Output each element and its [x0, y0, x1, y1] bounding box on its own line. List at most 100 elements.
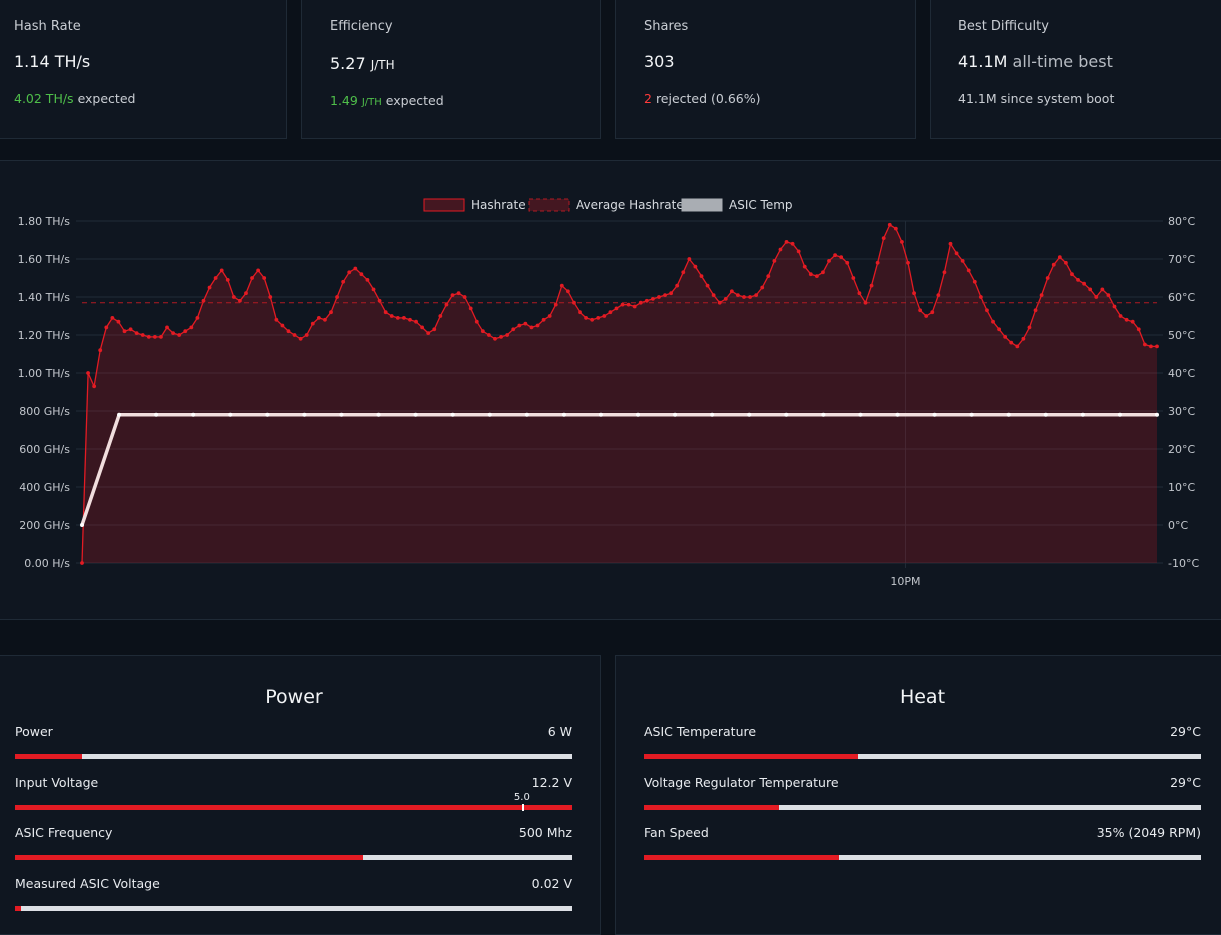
asic-temp-point	[117, 412, 122, 417]
hashrate-point	[675, 283, 680, 288]
hashrate-point	[359, 272, 364, 277]
shares-card: Shares 303 2 rejected (0.66%)	[615, 0, 916, 139]
power-progress-fill	[15, 855, 364, 861]
hashrate-point	[493, 336, 497, 341]
asic-temp-point	[598, 412, 603, 417]
shares-rejected-pct: (0.66%)	[711, 91, 761, 106]
hashrate-point	[310, 321, 315, 326]
hashrate-point	[1015, 344, 1020, 349]
shares-rejected-count: 2	[644, 91, 652, 106]
efficiency-card: Efficiency 5.27 J/TH 1.49 J/TH expected	[301, 0, 601, 139]
best-difficulty-value: 41.1M all-time best	[958, 52, 1113, 71]
x-tick-label: 10PM	[890, 575, 920, 588]
asic-temp-point	[673, 412, 678, 417]
hashrate-point	[772, 259, 777, 263]
hashrate-point	[183, 329, 188, 334]
hashrate-point	[1070, 272, 1074, 277]
hashrate-point	[960, 259, 965, 263]
efficiency-expected-label: expected	[385, 93, 444, 108]
legend-swatch	[423, 198, 465, 212]
hashrate-point	[657, 295, 661, 299]
asic-temp-point	[487, 412, 492, 417]
y-right-tick-label: 80°C	[1168, 215, 1195, 228]
hashrate-point	[134, 331, 139, 335]
heat-progress-fill	[644, 855, 839, 861]
hashrate-point	[1155, 344, 1159, 349]
asic-temp-point	[895, 412, 900, 417]
asic-temp-point	[858, 412, 863, 417]
hashrate-point	[298, 336, 303, 341]
hashrate-point	[766, 274, 771, 278]
hashrate-point	[742, 295, 746, 299]
best-difficulty-boot-label: since system boot	[1000, 91, 1115, 106]
asic-temp-point	[1080, 412, 1085, 417]
hashrate-point	[991, 319, 995, 324]
hashrate-point	[505, 333, 510, 337]
hashrate-point	[523, 321, 528, 326]
y-left-tick-label: 1.80 TH/s	[18, 215, 71, 228]
hashrate-point	[985, 308, 989, 313]
hashrate-card: Hash Rate 1.14 TH/s 4.02 TH/s expected	[0, 0, 287, 139]
hashrate-point	[978, 295, 983, 299]
hashrate-point	[778, 247, 783, 252]
heat-progress-bar	[644, 855, 1201, 861]
hashrate-point	[171, 331, 176, 335]
hashrate-point	[687, 257, 692, 261]
hashrate-point	[906, 260, 910, 265]
hashrate-point	[408, 317, 412, 322]
shares-title: Shares	[644, 19, 689, 34]
shares-rejected-label: rejected	[655, 91, 708, 106]
hashrate-point	[1088, 287, 1093, 292]
efficiency-title: Efficiency	[330, 19, 393, 34]
hashrate-point	[924, 314, 929, 318]
hashrate-point	[918, 308, 923, 313]
power-row-value: 12.2 V	[531, 774, 572, 790]
hashrate-point	[213, 276, 218, 280]
hashrate-point	[626, 302, 631, 307]
hashrate-area	[82, 224, 1157, 564]
legend-swatch	[681, 198, 723, 212]
asic-temp-point	[932, 412, 937, 417]
best-difficulty-number: 41.1M	[958, 52, 1008, 71]
heat-row-value: 29°C	[1170, 724, 1201, 739]
hashrate-point	[152, 335, 157, 339]
hashrate-point	[833, 253, 838, 258]
hashrate-point	[1118, 314, 1123, 318]
hashrate-point	[420, 325, 425, 330]
power-row-label: ASIC Frequency	[15, 825, 113, 841]
asic-temp-point	[821, 412, 826, 417]
y-right-tick-label: 10°C	[1168, 481, 1195, 494]
hashrate-point	[280, 323, 285, 328]
hashrate-point	[638, 300, 643, 305]
heat-progress-bar	[644, 754, 1201, 759]
asic-temp-point	[450, 412, 455, 417]
hashrate-point	[1082, 281, 1087, 286]
power-progress-bar	[15, 754, 572, 759]
hashrate-point	[857, 291, 862, 296]
shares-rejected: 2 rejected (0.66%)	[644, 91, 761, 106]
hashrate-point	[122, 329, 127, 334]
hashrate-point	[559, 283, 564, 288]
hashrate-expected-label: expected	[77, 91, 136, 106]
power-threshold-marker	[521, 803, 524, 811]
y-right-tick-label: 40°C	[1168, 367, 1195, 380]
hashrate-point	[893, 226, 898, 231]
hashrate-point	[912, 291, 916, 296]
hashrate-point	[189, 325, 194, 330]
hashrate-value: 1.14 TH/s	[14, 52, 91, 71]
hashrate-point	[268, 295, 273, 299]
y-right-tick-label: 30°C	[1168, 405, 1195, 418]
hashrate-point	[104, 325, 109, 330]
asic-temp-point	[1155, 412, 1159, 417]
hashrate-point	[231, 295, 236, 299]
power-title: Power	[265, 686, 323, 708]
hashrate-point	[250, 276, 254, 280]
hashrate-point	[140, 333, 145, 337]
efficiency-number: 5.27	[330, 54, 366, 73]
hashrate-point	[110, 316, 115, 320]
y-left-tick-label: 400 GH/s	[19, 481, 70, 494]
chart-legend[interactable]: Hashrate Average Hashrate ASIC Temp	[423, 198, 793, 212]
hashrate-point	[796, 249, 801, 254]
y-right-tick-label: 70°C	[1168, 253, 1195, 266]
y-left-tick-label: 1.00 TH/s	[18, 367, 71, 380]
